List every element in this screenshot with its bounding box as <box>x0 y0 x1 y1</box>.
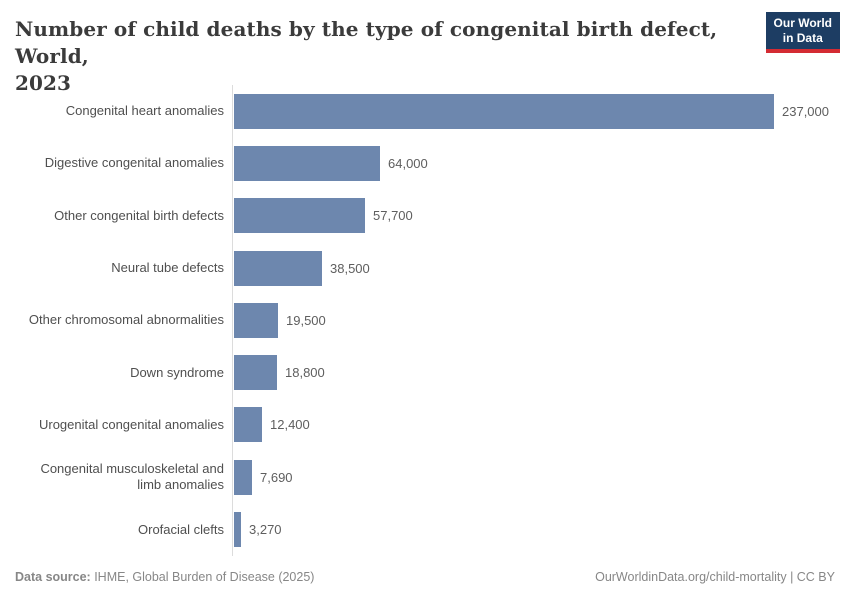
bar-row: Digestive congenital anomalies 64,000 <box>15 137 835 189</box>
value-label: 237,000 <box>782 103 829 119</box>
value-label: 38,500 <box>330 260 370 276</box>
bar[interactable] <box>234 93 774 129</box>
owid-logo-line2: in Data <box>782 31 823 45</box>
data-source: Data source: IHME, Global Burden of Dise… <box>15 570 314 584</box>
bar-chart: Congenital heart anomalies 237,000 Diges… <box>15 85 835 556</box>
bar[interactable] <box>234 459 252 495</box>
chart-title-line2: 2023 <box>15 71 72 95</box>
category-label: Congenital musculoskeletal and limb anom… <box>40 461 224 493</box>
bar-row: Down syndrome 18,800 <box>15 346 835 398</box>
bar-track: 3,270 <box>233 512 835 548</box>
bar[interactable] <box>234 198 365 234</box>
value-label: 7,690 <box>260 469 293 485</box>
value-label: 18,800 <box>285 365 325 381</box>
bar[interactable] <box>234 512 241 548</box>
category-label: Urogenital congenital anomalies <box>38 416 224 432</box>
chart-title-line1: Number of child deaths by the type of co… <box>15 17 718 68</box>
bar-row: Other chromosomal abnormalities 19,500 <box>15 294 835 346</box>
bar-track: 64,000 <box>233 145 835 181</box>
value-label: 3,270 <box>249 522 282 538</box>
value-label: 12,400 <box>270 417 310 433</box>
bar-row: Other congenital birth defects 57,700 <box>15 190 835 242</box>
chart-header: Number of child deaths by the type of co… <box>0 0 850 97</box>
bar[interactable] <box>234 145 380 181</box>
bar-track: 18,800 <box>233 355 835 391</box>
bar-track: 7,690 <box>233 459 835 495</box>
bar-track: 237,000 <box>233 93 835 129</box>
value-label: 57,700 <box>373 208 413 224</box>
bar[interactable] <box>234 250 322 286</box>
data-source-value: IHME, Global Burden of Disease (2025) <box>90 570 315 584</box>
bar-row: Congenital musculoskeletal and limb anom… <box>15 451 835 503</box>
category-label: Congenital heart anomalies <box>65 103 224 119</box>
bar-row: Orofacial clefts 3,270 <box>15 503 835 555</box>
owid-logo-line1: Our World <box>773 16 832 30</box>
bar-row: Neural tube defects 38,500 <box>15 242 835 294</box>
bar-row: Urogenital congenital anomalies 12,400 <box>15 399 835 451</box>
value-label: 64,000 <box>388 155 428 171</box>
chart-title: Number of child deaths by the type of co… <box>15 16 760 97</box>
owid-logo[interactable]: Our World in Data <box>765 12 840 53</box>
y-axis-line <box>232 85 233 556</box>
category-label: Orofacial clefts <box>138 521 224 537</box>
data-source-label: Data source: <box>15 570 91 584</box>
bar-track: 19,500 <box>233 302 835 338</box>
bar[interactable] <box>234 407 262 443</box>
category-label: Down syndrome <box>130 364 224 380</box>
category-label: Other chromosomal abnormalities <box>28 312 224 328</box>
bar-track: 57,700 <box>233 198 835 234</box>
bar-track: 12,400 <box>233 407 835 443</box>
bar[interactable] <box>234 302 278 338</box>
bar-track: 38,500 <box>233 250 835 286</box>
category-label: Neural tube defects <box>111 260 224 276</box>
bar-row: Congenital heart anomalies 237,000 <box>15 85 835 137</box>
owid-footer-link[interactable]: OurWorldinData.org/child-mortality | CC … <box>595 570 835 584</box>
bar[interactable] <box>234 355 277 391</box>
value-label: 19,500 <box>286 312 326 328</box>
chart-footer: Data source: IHME, Global Burden of Dise… <box>15 570 835 584</box>
bar-rows: Congenital heart anomalies 237,000 Diges… <box>15 85 835 556</box>
category-label: Other congenital birth defects <box>54 207 224 223</box>
category-label: Digestive congenital anomalies <box>44 155 224 171</box>
